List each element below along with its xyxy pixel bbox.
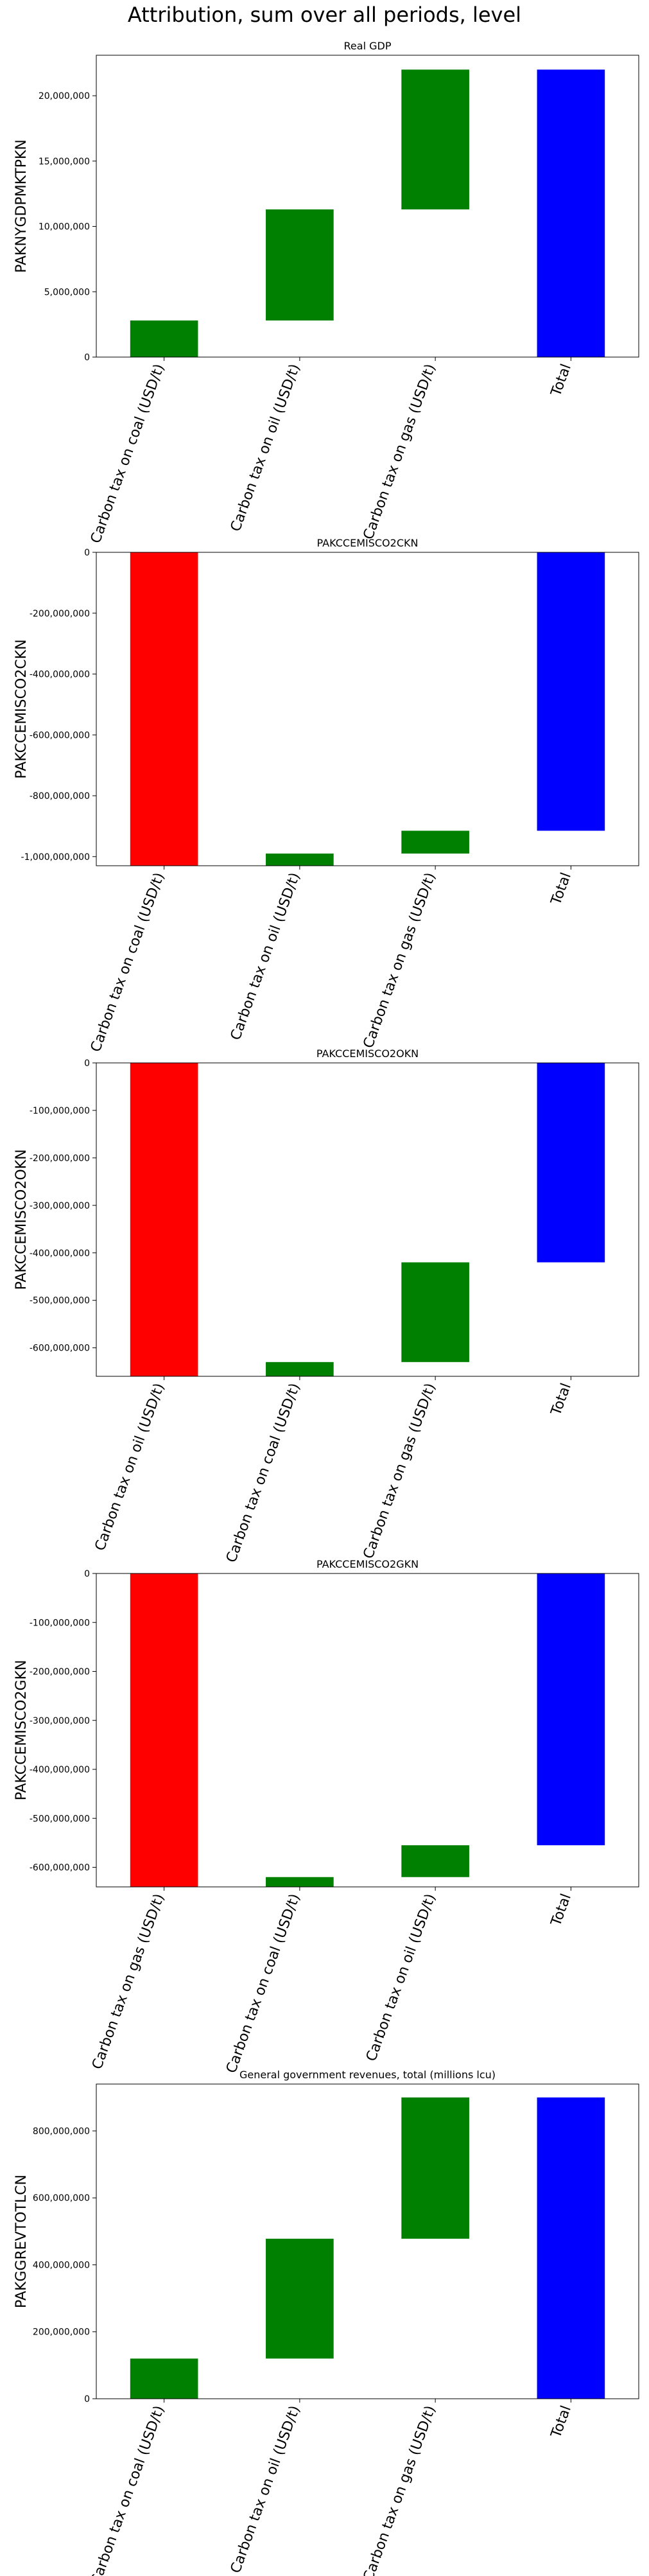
y-tick-label: -1,000,000,000 bbox=[21, 852, 90, 863]
y-tick-label: -200,000,000 bbox=[30, 1153, 90, 1164]
x-tick-label: Carbon tax on gas (USD/t) bbox=[89, 1892, 168, 2072]
x-tick-label: Carbon tax on coal (USD/t) bbox=[88, 2404, 168, 2576]
bar-2 bbox=[266, 209, 334, 321]
panel-title: PAKCCEMISCO2CKN bbox=[317, 537, 419, 549]
y-tick-label: 0 bbox=[84, 548, 90, 558]
y-tick-label: 0 bbox=[84, 1569, 90, 1579]
y-tick-label: -500,000,000 bbox=[30, 1296, 90, 1306]
x-tick-label: Carbon tax on coal (USD/t) bbox=[88, 871, 168, 1055]
y-tick-label: -600,000,000 bbox=[30, 1863, 90, 1873]
figure-title: Attribution, sum over all periods, level bbox=[127, 3, 522, 27]
panel-title: Real GDP bbox=[344, 40, 392, 52]
y-tick-label: 5,000,000 bbox=[44, 287, 90, 297]
y-tick-label: 0 bbox=[84, 2394, 90, 2405]
bar-1 bbox=[130, 552, 198, 866]
bar-2 bbox=[266, 1877, 334, 1887]
bar-3 bbox=[401, 830, 469, 854]
y-tick-label: -400,000,000 bbox=[30, 670, 90, 680]
plot-frame bbox=[96, 2083, 639, 2399]
x-tick-label: Total bbox=[548, 362, 575, 399]
bar-1 bbox=[130, 1573, 198, 1887]
y-tick-label: -200,000,000 bbox=[30, 609, 90, 619]
panel-title: PAKCCEMISCO2OKN bbox=[316, 1047, 419, 1060]
x-tick-label: Carbon tax on gas (USD/t) bbox=[360, 871, 438, 1051]
bar-3 bbox=[401, 69, 469, 210]
y-tick-label: 15,000,000 bbox=[39, 157, 90, 167]
x-tick-label: Carbon tax on oil (USD/t) bbox=[228, 2404, 304, 2576]
y-tick-label: 10,000,000 bbox=[39, 222, 90, 232]
plot-frame bbox=[96, 1573, 639, 1888]
bar-3 bbox=[401, 1845, 469, 1877]
x-tick-label: Carbon tax on coal (USD/t) bbox=[223, 1892, 303, 2076]
y-tick-label: -400,000,000 bbox=[30, 1765, 90, 1775]
plot-frame bbox=[96, 55, 639, 358]
y-axis-label: PAKGGREVTOTLCN bbox=[13, 2175, 30, 2308]
bar-1 bbox=[130, 2358, 198, 2399]
y-axis-label: PAKCCEMISCO2OKN bbox=[13, 1149, 30, 1290]
x-tick-label: Carbon tax on oil (USD/t) bbox=[228, 362, 304, 534]
y-tick-label: 200,000,000 bbox=[33, 2327, 90, 2338]
bar-1 bbox=[130, 320, 198, 357]
x-tick-label: Total bbox=[548, 2404, 575, 2441]
y-axis-label: PAKCCEMISCO2CKN bbox=[13, 639, 30, 778]
y-tick-label: 0 bbox=[84, 353, 90, 363]
bar-4 bbox=[537, 69, 605, 357]
panel-title: General government revenues, total (mill… bbox=[239, 2069, 496, 2081]
y-tick-label: -600,000,000 bbox=[30, 1344, 90, 1354]
y-axis-label: PAKNYGDPMKTPKN bbox=[13, 139, 30, 273]
y-tick-label: -300,000,000 bbox=[30, 1716, 90, 1726]
plot-frame bbox=[96, 552, 639, 866]
x-tick-label: Carbon tax on gas (USD/t) bbox=[360, 362, 438, 542]
bar-3 bbox=[401, 2097, 469, 2239]
x-tick-label: Total bbox=[548, 1381, 575, 1419]
bar-4 bbox=[537, 1063, 605, 1263]
y-tick-label: 400,000,000 bbox=[33, 2260, 90, 2270]
bar-1 bbox=[130, 1063, 198, 1376]
x-tick-label: Total bbox=[548, 871, 575, 908]
y-axis-label: PAKCCEMISCO2GKN bbox=[13, 1660, 30, 1801]
y-tick-label: 20,000,000 bbox=[39, 91, 90, 101]
x-tick-label: Carbon tax on coal (USD/t) bbox=[88, 362, 168, 546]
y-tick-label: 600,000,000 bbox=[33, 2193, 90, 2204]
y-tick-label: -100,000,000 bbox=[30, 1618, 90, 1628]
y-tick-label: -400,000,000 bbox=[30, 1249, 90, 1259]
bar-4 bbox=[537, 2097, 605, 2399]
x-tick-label: Carbon tax on gas (USD/t) bbox=[360, 2404, 438, 2576]
y-tick-label: 0 bbox=[84, 1058, 90, 1069]
y-tick-label: -800,000,000 bbox=[30, 791, 90, 802]
y-tick-label: -500,000,000 bbox=[30, 1814, 90, 1824]
bar-4 bbox=[537, 1573, 605, 1846]
bar-2 bbox=[266, 854, 334, 866]
y-tick-label: -600,000,000 bbox=[30, 730, 90, 740]
bar-3 bbox=[401, 1262, 469, 1362]
y-tick-label: -100,000,000 bbox=[30, 1106, 90, 1116]
x-tick-label: Carbon tax on oil (USD/t) bbox=[228, 871, 304, 1043]
plot-frame bbox=[96, 1062, 639, 1377]
y-tick-label: -300,000,000 bbox=[30, 1201, 90, 1211]
bar-2 bbox=[266, 2238, 334, 2359]
y-tick-label: -200,000,000 bbox=[30, 1667, 90, 1678]
x-tick-label: Carbon tax on coal (USD/t) bbox=[223, 1381, 303, 1565]
panel-title: PAKCCEMISCO2GKN bbox=[316, 1558, 419, 1570]
bar-2 bbox=[266, 1362, 334, 1376]
x-tick-label: Carbon tax on oil (USD/t) bbox=[363, 1892, 439, 2064]
x-tick-label: Total bbox=[548, 1892, 575, 1929]
y-tick-label: 800,000,000 bbox=[33, 2126, 90, 2137]
x-tick-label: Carbon tax on gas (USD/t) bbox=[360, 1381, 438, 1561]
bar-4 bbox=[537, 552, 605, 831]
x-tick-label: Carbon tax on oil (USD/t) bbox=[92, 1381, 168, 1554]
